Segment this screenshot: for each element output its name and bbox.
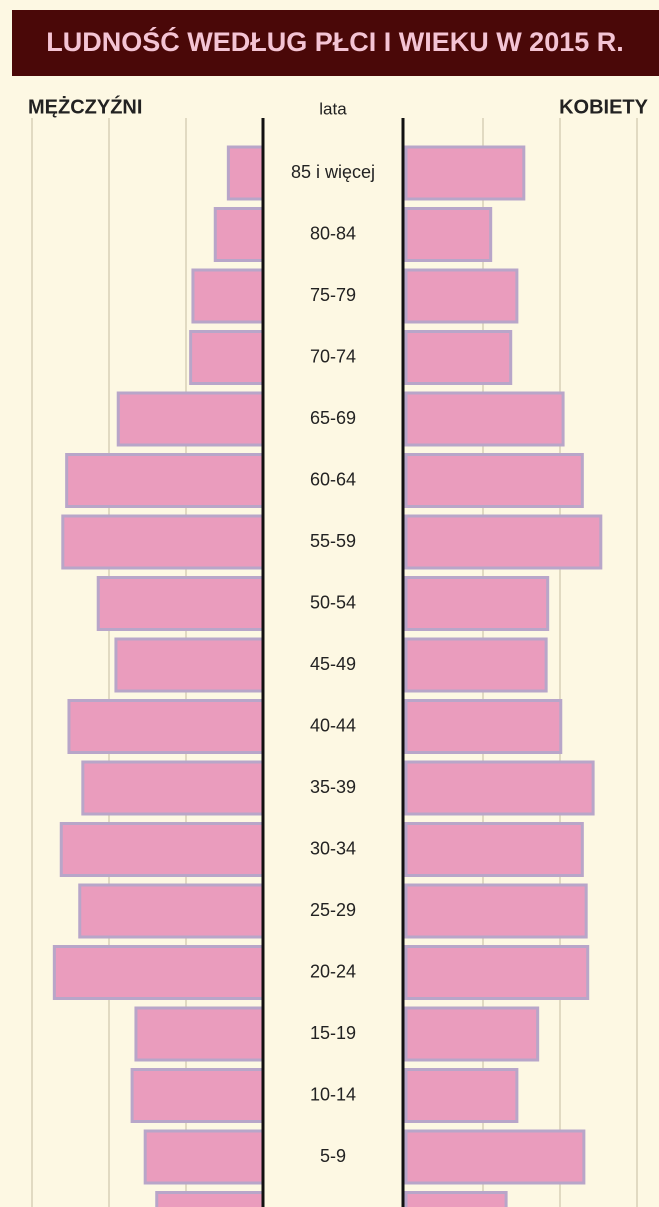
bar — [116, 391, 265, 447]
category-label: 30-34 — [310, 838, 356, 858]
category-label: 35-39 — [310, 777, 356, 797]
category-label: 40-44 — [310, 715, 356, 735]
bar — [404, 883, 588, 939]
bar — [189, 330, 265, 385]
title-banner — [12, 10, 659, 76]
bar — [61, 514, 265, 570]
category-label: 10-14 — [310, 1084, 356, 1104]
category-label: 70-74 — [310, 346, 356, 366]
legend-right: KOBIETY — [559, 96, 649, 118]
category-label: 25-29 — [310, 900, 356, 920]
bar — [404, 1006, 540, 1062]
bar — [96, 576, 265, 631]
bar — [404, 637, 548, 693]
category-label: 65-69 — [310, 408, 356, 428]
bar — [226, 145, 265, 201]
bar — [130, 1068, 265, 1123]
category-label: 60-64 — [310, 469, 356, 489]
category-label: 5-9 — [320, 1146, 346, 1166]
bar — [114, 637, 265, 693]
bar — [155, 1191, 265, 1207]
bar — [404, 699, 563, 754]
bar — [404, 945, 590, 1000]
category-label: 85 i więcej — [291, 162, 375, 182]
bar — [52, 945, 265, 1000]
chart-title: LUDNOŚĆ WEDŁUG PŁCI I WIEKU W 2015 R. — [46, 26, 624, 57]
category-label: 50-54 — [310, 592, 356, 612]
category-label: 75-79 — [310, 285, 356, 305]
bar — [404, 453, 584, 508]
bar — [65, 453, 265, 508]
bar — [404, 268, 519, 324]
bar — [81, 760, 265, 816]
bar — [404, 1068, 519, 1123]
legend-left: MĘŻCZYŹNI — [28, 95, 142, 118]
bar — [404, 514, 603, 570]
bar — [404, 576, 550, 631]
category-label: 20-24 — [310, 961, 356, 981]
category-label: 45-49 — [310, 654, 356, 674]
bar — [67, 699, 265, 754]
category-label: 55-59 — [310, 531, 356, 551]
bar — [78, 883, 265, 939]
bar — [404, 207, 493, 262]
bar — [59, 822, 265, 877]
bar — [404, 391, 565, 447]
bar — [404, 145, 526, 201]
bar — [404, 1129, 586, 1185]
bar — [404, 760, 595, 816]
bar — [191, 268, 265, 324]
bar — [404, 330, 513, 385]
axis-label: lata — [319, 99, 347, 118]
bar — [404, 822, 584, 877]
bar — [404, 1191, 508, 1207]
category-label: 80-84 — [310, 223, 356, 243]
category-label: 15-19 — [310, 1023, 356, 1043]
bar — [134, 1006, 265, 1062]
bar — [213, 207, 265, 262]
bar — [143, 1129, 265, 1185]
